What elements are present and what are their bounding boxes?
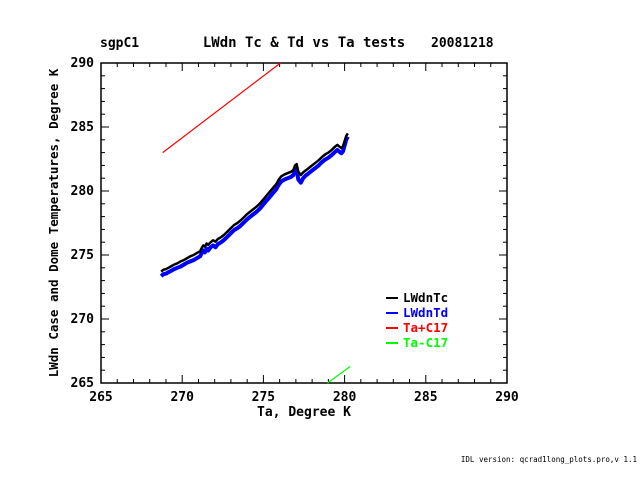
x-axis-title: Ta, Degree K <box>257 405 351 420</box>
legend-label: Ta+C17 <box>403 320 449 335</box>
legend-dash-green <box>386 341 398 344</box>
y-tick-label: 270 <box>70 312 94 327</box>
x-tick-label: 290 <box>495 390 519 405</box>
plot-date-label: 20081218 <box>431 36 494 51</box>
x-tick-label: 285 <box>414 390 438 405</box>
legend-item-ta-minus-c17: Ta-C17 <box>386 335 448 350</box>
series-Ta+C17 <box>162 62 281 154</box>
y-tick-label: 285 <box>70 120 94 135</box>
legend-label: LWdnTd <box>403 305 449 320</box>
legend-dash-blue <box>386 311 398 314</box>
axis-box <box>100 62 508 384</box>
x-tick-label: 265 <box>89 390 113 405</box>
x-tick-label: 280 <box>332 390 357 405</box>
footer-left: Sat Dec 20 10:01:51 2008 Battelle Pacifi… <box>5 441 373 480</box>
legend-dash-red <box>386 326 398 329</box>
y-tick-label: 280 <box>70 184 94 199</box>
series-Ta-C17 <box>327 365 351 384</box>
legend-item-lwdntc: LWdnTc <box>386 290 448 305</box>
legend-item-lwdntd: LWdnTd <box>386 305 448 320</box>
legend-label: LWdnTc <box>403 290 449 305</box>
x-tick-label: 270 <box>170 390 194 405</box>
legend-dash-black <box>386 296 398 299</box>
y-tick-label: 275 <box>70 248 94 263</box>
legend-item-ta-plus-c17: Ta+C17 <box>386 320 448 335</box>
x-tick-label: 275 <box>251 390 276 405</box>
site-label: sgpC1 <box>100 36 140 51</box>
idl-version: IDL version: qcrad1long_plots.pro,v 1.1 <box>460 455 637 464</box>
footer-right: IDL version: qcrad1long_plots.pro,v 1.1 … <box>402 440 637 480</box>
series-LWdnTd <box>159 135 350 278</box>
y-tick-label: 265 <box>70 376 94 391</box>
legend-label: Ta-C17 <box>403 335 449 350</box>
y-tick-label: 290 <box>70 56 94 71</box>
y-axis-title: LWdn Case and Dome Temperatures, Degree … <box>46 68 61 378</box>
legend: LWdnTc LWdnTd Ta+C17 Ta-C17 <box>386 290 448 350</box>
plot-title: LWdn Tc & Td vs Ta tests <box>202 35 406 51</box>
series-LWdnTc <box>160 132 349 273</box>
